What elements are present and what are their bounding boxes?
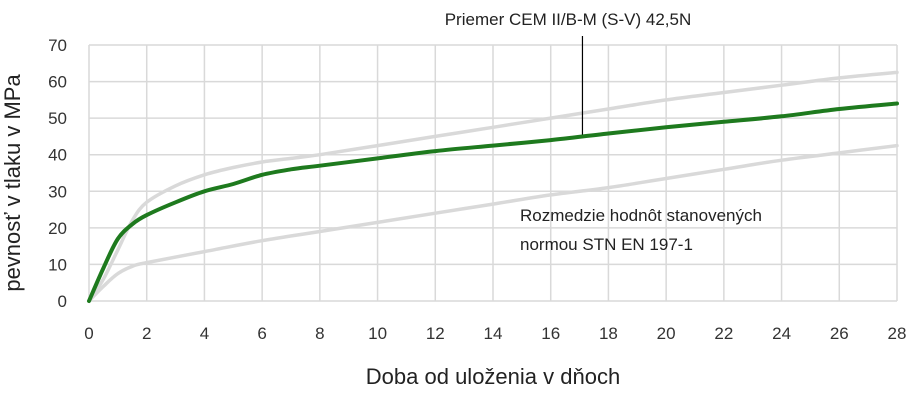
range-label-line-2: normou STN EN 197-1: [520, 235, 693, 254]
series-line-example: [87, 101, 899, 303]
example-label: Priemer CEM II/B-M (S-V) 42,5N: [445, 10, 692, 29]
x-tick-label: 20: [657, 324, 676, 343]
x-tick-label: 4: [200, 324, 209, 343]
y-tick-label: 50: [48, 109, 67, 128]
x-tick-label: 2: [142, 324, 151, 343]
annotation-layer: Priemer CEM II/B-M (S-V) 42,5N Rozmedzie…: [445, 10, 762, 254]
y-tick-label: 70: [48, 36, 67, 55]
y-tick-label: 30: [48, 182, 67, 201]
x-tick-label: 14: [484, 324, 503, 343]
x-tick-label: 6: [257, 324, 266, 343]
x-tick-label: 18: [599, 324, 618, 343]
y-tick-label: 40: [48, 146, 67, 165]
y-tick-label: 0: [58, 292, 67, 311]
series-line-upper-bound: [87, 70, 899, 303]
x-axis-title: Doba od uloženia v dňoch: [366, 364, 620, 389]
range-label-line-1: Rozmedzie hodnôt stanovených: [520, 206, 762, 225]
series-line-lower-bound: [87, 143, 899, 303]
series-layer: [87, 70, 899, 303]
y-axis-title: pevnosť v tlaku v MPa: [0, 74, 25, 292]
y-tick-label: 20: [48, 219, 67, 238]
x-tick-label: 12: [426, 324, 445, 343]
x-tick-label: 28: [888, 324, 907, 343]
grid-layer: [88, 44, 898, 302]
x-tick-label: 10: [368, 324, 387, 343]
y-tick-label: 10: [48, 255, 67, 274]
x-tick-label: 8: [315, 324, 324, 343]
x-tick-label: 26: [830, 324, 849, 343]
x-tick-label: 16: [541, 324, 560, 343]
x-tick-label: 0: [84, 324, 93, 343]
x-tick-label: 22: [714, 324, 733, 343]
y-tick-label: 60: [48, 73, 67, 92]
x-tick-label: 24: [772, 324, 791, 343]
